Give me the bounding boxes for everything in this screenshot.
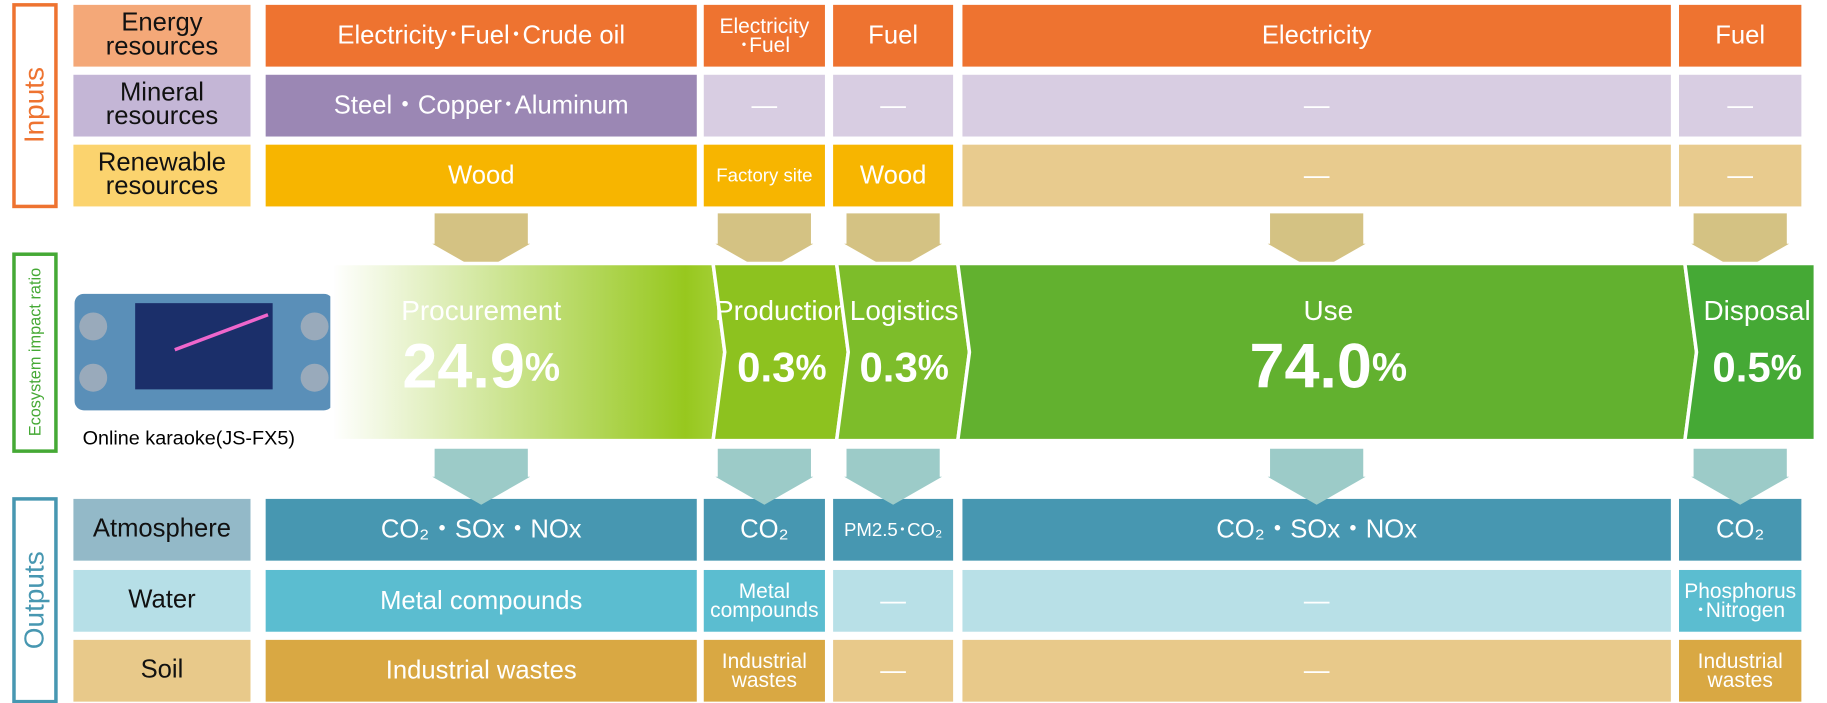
cell-text: Fuel: [868, 22, 918, 50]
stage-value-number: 0.3: [737, 344, 795, 391]
cell-text: —: [1304, 92, 1330, 120]
stage-value-unit: %: [1372, 346, 1407, 390]
cell-text: Fuel: [1715, 22, 1765, 50]
row-label: Atmosphere: [93, 515, 231, 543]
output-arrow: [432, 449, 530, 505]
cell-text: compounds: [710, 599, 818, 622]
cell-text: Electricity: [1262, 22, 1372, 50]
impact-diagram: Inputs Ecosystem impact ratio Outputs On…: [0, 0, 1827, 703]
cell-text: Industrial wastes: [386, 657, 577, 685]
cell-text: Steel・Copper･Aluminum: [334, 92, 629, 120]
cell-text: —: [1727, 92, 1753, 120]
cell-text: ･Nitrogen: [1695, 599, 1785, 622]
cell-text: CO₂・SOx・NOx: [1216, 516, 1417, 544]
cell-text: Metal compounds: [380, 587, 582, 615]
cell-text: —: [880, 587, 906, 615]
cell-text: CO₂: [740, 516, 788, 544]
cell-text: —: [1304, 161, 1330, 189]
stage-name: Use: [1303, 295, 1353, 326]
stage-value-number: 74.0: [1249, 331, 1371, 401]
stage-name: Logistics: [850, 295, 959, 326]
stage-value-unit: %: [795, 349, 826, 388]
stage-value-unit: %: [918, 349, 949, 388]
inputs-label: Inputs: [19, 67, 50, 143]
cell-text: Wood: [860, 161, 926, 189]
cell-text: Wood: [448, 161, 514, 189]
row-label: resources: [106, 32, 219, 60]
row-label: Soil: [141, 656, 184, 684]
cell-text: —: [1304, 587, 1330, 615]
product-image: [75, 294, 334, 411]
cell-text: —: [880, 92, 906, 120]
output-arrow: [715, 449, 813, 505]
cell-text: —: [1304, 657, 1330, 685]
row-label: resources: [106, 102, 219, 130]
row-label: resources: [106, 172, 219, 200]
stage-name: Production: [715, 295, 849, 326]
output-arrow: [1691, 449, 1789, 505]
cell-text: Electricity･Fuel･Crude oil: [337, 22, 625, 50]
cell-text: ･Fuel: [739, 34, 790, 57]
stage-value-unit: %: [1771, 349, 1802, 388]
cell-text: PM2.5･CO₂: [844, 519, 942, 540]
cell-text: CO₂・SOx・NOx: [381, 516, 582, 544]
output-arrow: [1268, 449, 1366, 505]
stage-value: 0.3%: [859, 344, 948, 391]
stage-value-unit: %: [525, 346, 560, 390]
cell-text: CO₂: [1716, 516, 1764, 544]
stage-value-number: 0.5: [1712, 344, 1770, 391]
stage-name: Procurement: [401, 295, 561, 326]
stage-name: Disposal: [1703, 295, 1810, 326]
cell-text: —: [880, 657, 906, 685]
outputs-label: Outputs: [19, 551, 50, 649]
stage-value-number: 0.3: [859, 344, 917, 391]
cell-text: wastes: [731, 669, 797, 692]
cell-text: Factory site: [716, 165, 812, 186]
impact-label: Ecosystem impact ratio: [26, 268, 44, 436]
cell-text: —: [752, 92, 778, 120]
product-caption: Online karaoke(JS-FX5): [83, 428, 295, 450]
output-arrow: [844, 449, 942, 505]
cell-text: —: [1727, 161, 1753, 189]
stage-value-number: 24.9: [402, 331, 524, 401]
stage-value: 0.3%: [737, 344, 826, 391]
cell-text: wastes: [1707, 669, 1773, 692]
stage-value: 0.5%: [1712, 344, 1801, 391]
row-label: Water: [128, 586, 196, 614]
